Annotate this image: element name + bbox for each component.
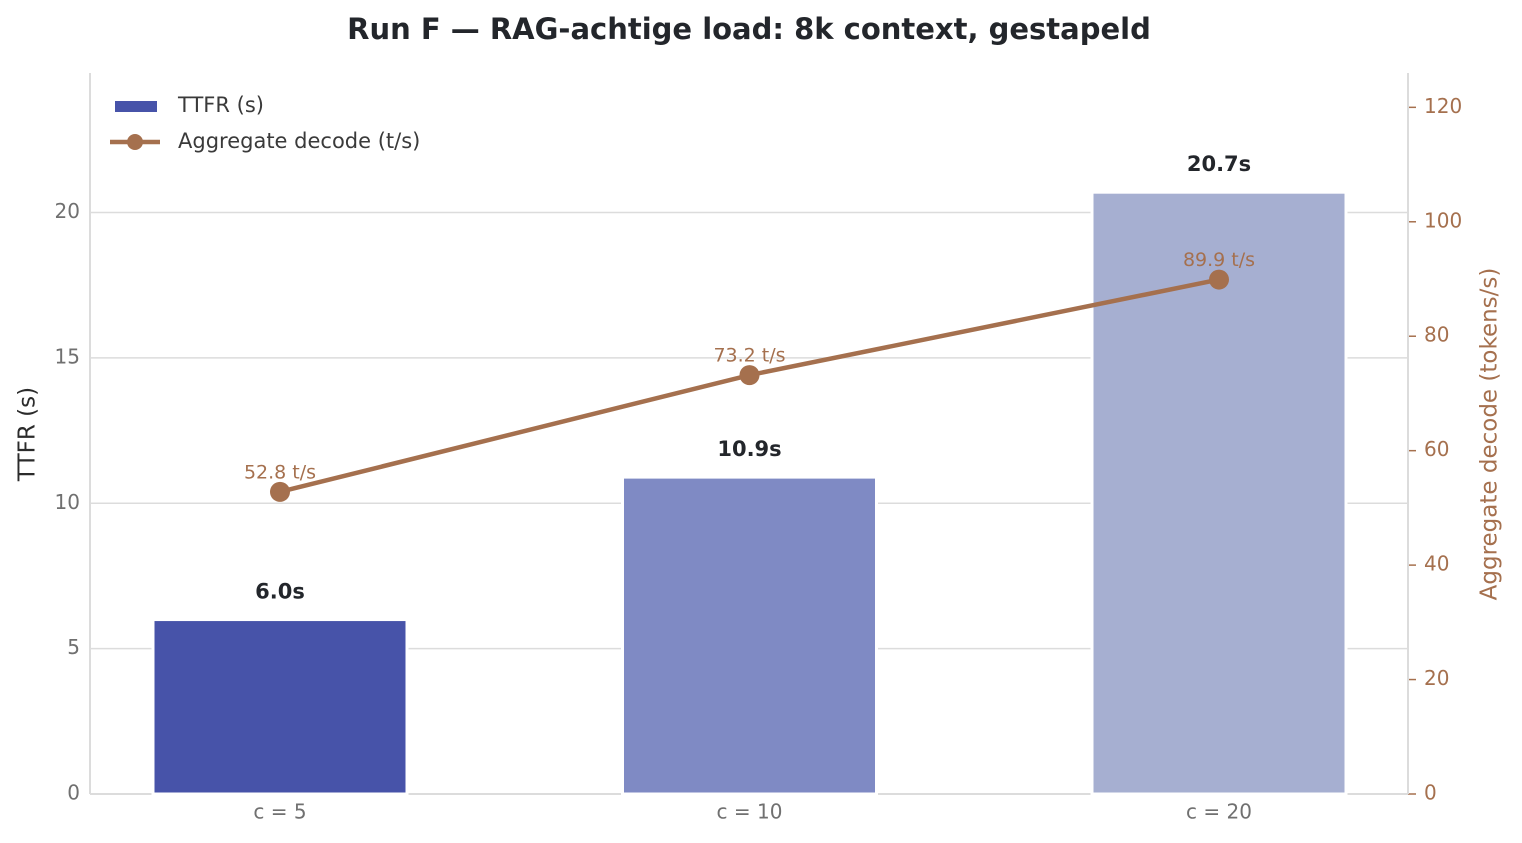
line-value-label: 52.8 t/s	[244, 461, 316, 483]
line-value-label: 89.9 t/s	[1183, 249, 1255, 271]
y-tick-label: 10	[55, 490, 80, 514]
bar-value-label: 6.0s	[255, 580, 305, 604]
bar	[621, 475, 878, 796]
y2-tick-label: 60	[1424, 437, 1449, 461]
y-tick-label: 5	[67, 635, 80, 659]
line-marker	[270, 481, 290, 502]
legend-label: TTFR (s)	[177, 93, 264, 117]
x-tick-label: c = 10	[717, 800, 783, 824]
y2-tick-label: 80	[1424, 323, 1449, 347]
x-tick-label: c = 20	[1186, 800, 1252, 824]
y-axis-label: TTFR (s)	[15, 387, 41, 482]
y-tick-label: 15	[55, 344, 80, 368]
y-tick-label: 20	[55, 199, 80, 223]
y-tick-label: 0	[67, 781, 80, 805]
y2-tick-label: 20	[1424, 666, 1449, 690]
y2-axis-label: Aggregate decode (tokens/s)	[1477, 268, 1503, 601]
y2-tick-label: 0	[1424, 781, 1437, 805]
legend-label: Aggregate decode (t/s)	[178, 129, 420, 153]
bar	[1090, 190, 1348, 796]
legend-marker	[127, 134, 143, 150]
chart-title: Run F — RAG-achtige load: 8k context, ge…	[347, 12, 1151, 46]
line-marker	[1209, 269, 1229, 290]
bar	[151, 618, 409, 796]
y2-tick-label: 120	[1424, 94, 1462, 118]
y2-tick-label: 100	[1424, 208, 1462, 232]
legend-swatch	[115, 101, 157, 112]
bar-value-label: 20.7s	[1187, 152, 1251, 176]
bar-value-label: 10.9s	[717, 437, 781, 461]
line-value-label: 73.2 t/s	[713, 345, 785, 367]
line-marker	[739, 365, 760, 386]
x-tick-label: c = 5	[253, 800, 306, 824]
y2-tick-label: 40	[1424, 552, 1449, 576]
